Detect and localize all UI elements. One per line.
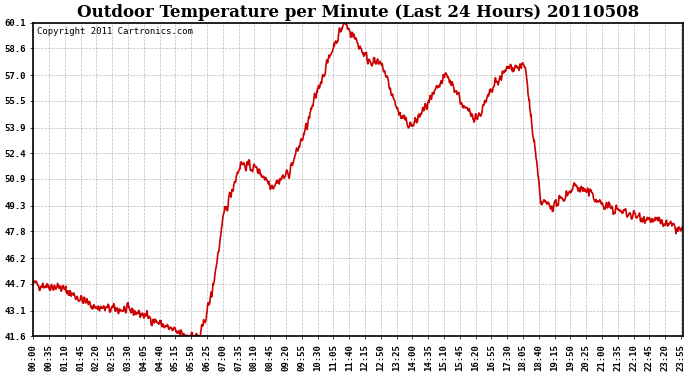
Text: Copyright 2011 Cartronics.com: Copyright 2011 Cartronics.com — [37, 27, 193, 36]
Title: Outdoor Temperature per Minute (Last 24 Hours) 20110508: Outdoor Temperature per Minute (Last 24 … — [77, 4, 639, 21]
